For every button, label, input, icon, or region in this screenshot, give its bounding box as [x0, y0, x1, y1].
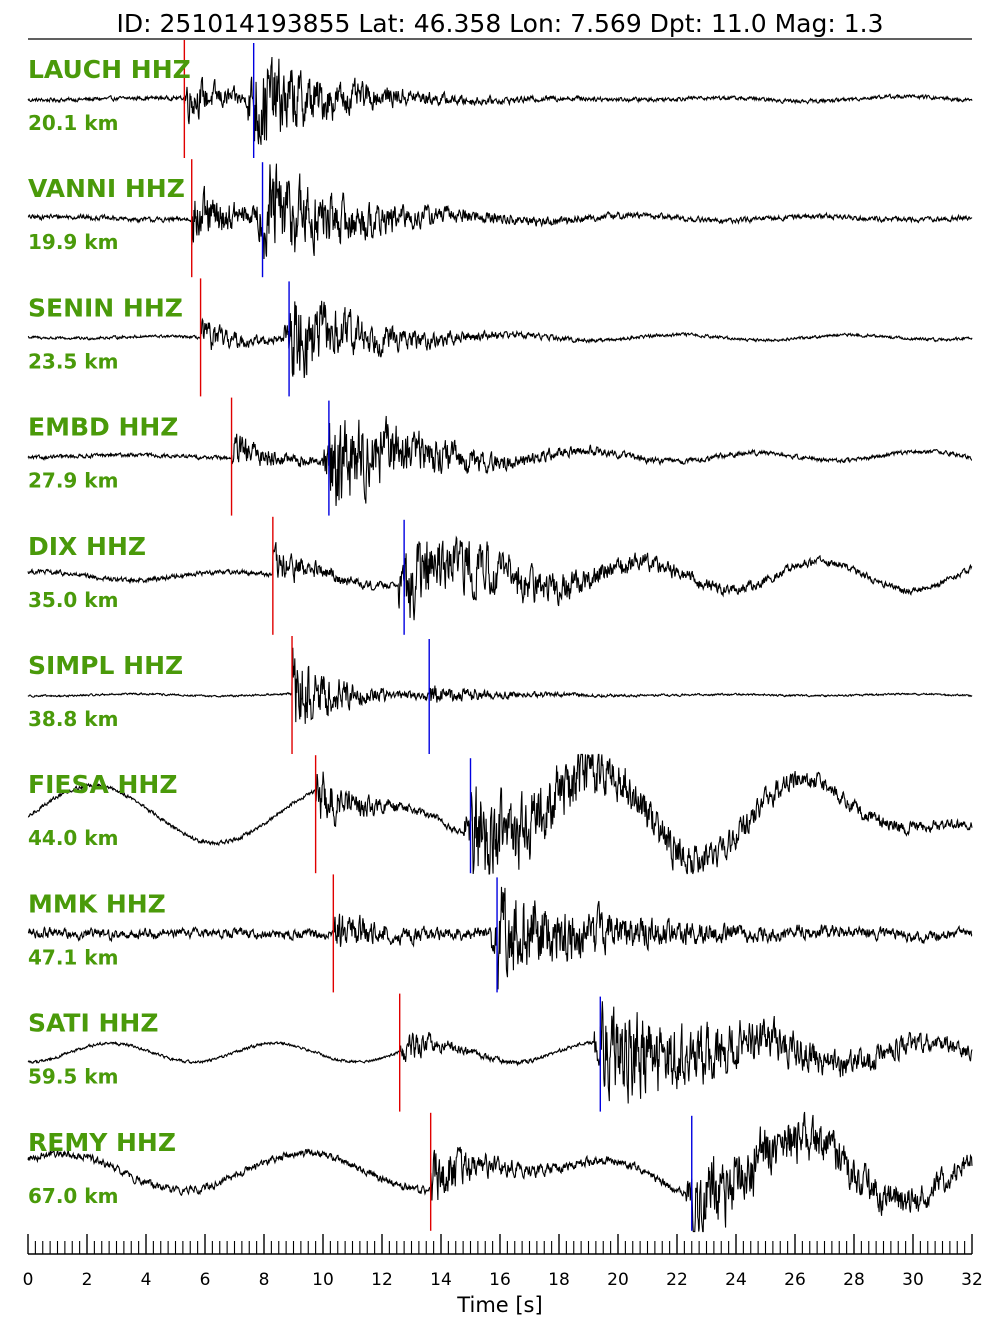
x-tick-label: 20 — [607, 1270, 629, 1290]
waveform-line — [27, 1001, 973, 1104]
station-label: MMK HHZ — [28, 889, 166, 918]
trace-row: VANNI HHZ 19.9 km — [27, 159, 973, 278]
distance-label: 59.5 km — [28, 1065, 118, 1089]
waveform-line — [27, 300, 973, 379]
x-tick-label: 10 — [312, 1270, 334, 1290]
distance-label: 44.0 km — [28, 826, 118, 850]
x-tick-label: 26 — [784, 1270, 806, 1290]
station-label: SATI HHZ — [28, 1009, 158, 1038]
x-tick-label: 0 — [23, 1270, 34, 1290]
distance-label: 38.8 km — [28, 707, 118, 731]
station-label: FIESA HHZ — [28, 770, 178, 799]
waveform-line — [27, 886, 973, 990]
trace-row: LAUCH HHZ 20.1 km — [27, 40, 973, 158]
x-tick-label: 24 — [725, 1270, 747, 1290]
distance-label: 20.1 km — [28, 111, 118, 135]
chart-title: ID: 251014193855 Lat: 46.358 Lon: 7.569 … — [117, 9, 884, 38]
x-axis-label: Time [s] — [456, 1293, 542, 1317]
x-tick-label: 8 — [259, 1270, 270, 1290]
waveform-line — [27, 56, 973, 145]
trace-row: SATI HHZ 59.5 km — [27, 993, 973, 1112]
x-tick-label: 22 — [666, 1270, 688, 1290]
waveform-line — [27, 647, 973, 724]
distance-label: 35.0 km — [28, 588, 118, 612]
waveform-line — [27, 163, 973, 259]
station-label: VANNI HHZ — [28, 174, 185, 203]
trace-row: SIMPL HHZ 38.8 km — [27, 636, 973, 754]
x-tick-label: 30 — [902, 1270, 924, 1290]
trace-row: MMK HHZ 47.1 km — [27, 874, 973, 993]
distance-label: 23.5 km — [28, 349, 118, 373]
x-tick-label: 12 — [371, 1270, 393, 1290]
time-axis: 0 2 4 6 8 10 12 14 16 18 20 22 24 26 28 30 32 — [23, 1234, 983, 1290]
trace-row: REMY HHZ 67.0 km — [27, 1111, 973, 1233]
station-label: SENIN HHZ — [28, 293, 183, 322]
station-label: EMBD HHZ — [28, 413, 178, 442]
trace-row: SENIN HHZ 23.5 km — [27, 278, 973, 397]
trace-row: DIX HHZ 35.0 km — [27, 516, 973, 635]
x-tick-label: 2 — [82, 1270, 93, 1290]
distance-label: 67.0 km — [28, 1184, 118, 1208]
traces-group: LAUCH HHZ 20.1 km VANNI HHZ 19.9 km SENIN HH… — [27, 40, 973, 1233]
station-label: SIMPL HHZ — [28, 651, 183, 680]
trace-row: EMBD HHZ 27.9 km — [27, 397, 973, 516]
x-tick-label: 16 — [489, 1270, 511, 1290]
x-tick-label: 6 — [200, 1270, 211, 1290]
x-tick-label: 18 — [548, 1270, 570, 1290]
waveform-line — [27, 753, 973, 875]
waveform-line — [27, 415, 973, 506]
distance-label: 19.9 km — [28, 230, 118, 254]
station-label: LAUCH HHZ — [28, 55, 191, 84]
x-tick-label: 4 — [141, 1270, 152, 1290]
waveform-line — [27, 1111, 973, 1233]
distance-label: 47.1 km — [28, 945, 118, 969]
waveform-line — [27, 535, 973, 621]
station-label: DIX HHZ — [28, 532, 146, 561]
x-tick-label: 32 — [961, 1270, 983, 1290]
station-label: REMY HHZ — [28, 1128, 176, 1157]
distance-label: 27.9 km — [28, 469, 118, 493]
x-tick-label: 28 — [843, 1270, 865, 1290]
trace-row: FIESA HHZ 44.0 km — [27, 753, 973, 875]
x-tick-label: 14 — [430, 1270, 452, 1290]
